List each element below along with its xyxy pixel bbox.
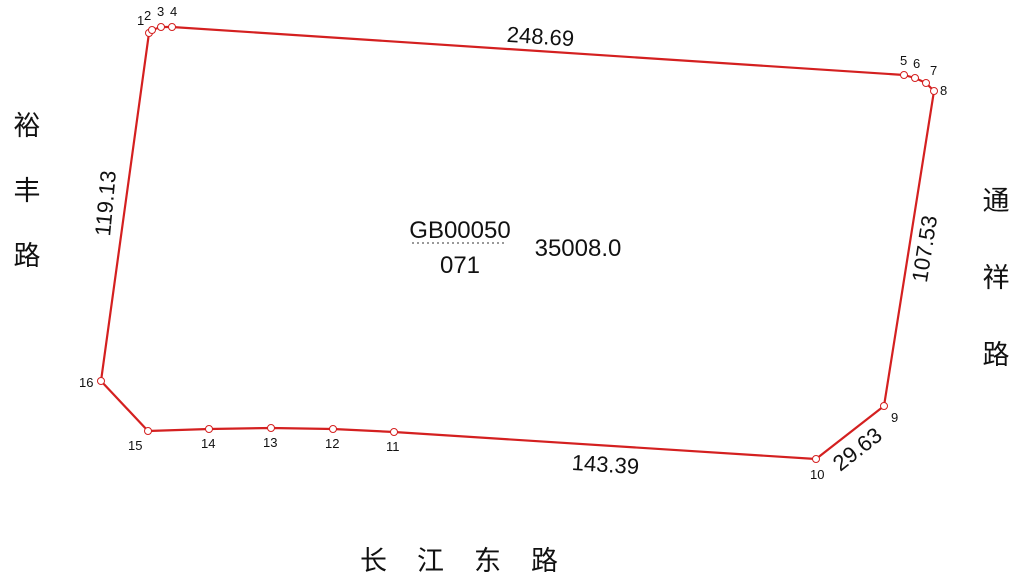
road-label-east: 通 祥 路: [981, 188, 1011, 369]
vertex-label: 15: [128, 438, 142, 453]
vertex-label: 6: [913, 56, 920, 71]
vertex-label: 14: [201, 436, 215, 451]
vertex-marker: [205, 425, 213, 433]
road-label-west: 裕 丰 路: [12, 113, 42, 270]
vertex-marker: [812, 455, 820, 463]
vertex-label: 5: [900, 53, 907, 68]
vertex-label: 2: [144, 8, 151, 23]
road-east-char-2: 祥: [982, 263, 1010, 294]
road-south-char-2: 江: [417, 546, 444, 577]
road-west-char-1: 裕: [13, 111, 41, 142]
edge-length-west: 119.13: [90, 169, 121, 237]
vertex-marker: [930, 87, 938, 95]
vertex-label: 1: [137, 13, 144, 28]
vertex-marker: [922, 79, 930, 87]
vertex-marker: [168, 23, 176, 31]
vertex-label: 13: [263, 435, 277, 450]
road-east-char-1: 通: [982, 186, 1010, 217]
road-east-char-3: 路: [982, 340, 1010, 371]
road-west-char-2: 丰: [13, 176, 41, 207]
vertex-marker: [390, 428, 398, 436]
vertex-marker: [97, 377, 105, 385]
vertex-marker: [157, 23, 165, 31]
vertex-marker: [900, 71, 908, 79]
parcel-id-line1: GB00050: [409, 217, 510, 244]
vertex-label: 7: [930, 63, 937, 78]
edge-length-north: 248.69: [506, 22, 575, 51]
vertex-marker: [267, 424, 275, 432]
parcel-id-line2: 071: [440, 252, 480, 279]
vertex-label: 11: [386, 439, 400, 454]
vertex-label: 12: [325, 436, 339, 451]
vertex-marker: [148, 26, 156, 34]
parcel-area: 35008.0: [535, 235, 622, 262]
road-south-char-3: 东: [474, 546, 501, 577]
road-west-char-3: 路: [13, 241, 41, 272]
vertex-marker: [329, 425, 337, 433]
vertex-marker: [880, 402, 888, 410]
road-south-char-4: 路: [531, 546, 558, 577]
vertex-marker: [144, 427, 152, 435]
vertex-marker: [911, 74, 919, 82]
vertex-label: 16: [79, 375, 93, 390]
road-south-char-1: 长: [360, 546, 387, 577]
vertex-label: 8: [940, 83, 947, 98]
vertex-label: 10: [810, 467, 824, 482]
parcel-boundary: [99, 25, 936, 461]
vertex-label: 4: [170, 4, 177, 19]
edge-length-southeast: 29.63: [828, 422, 887, 476]
road-label-south: 长江东路: [360, 548, 588, 575]
edge-length-south: 143.39: [571, 450, 640, 479]
vertex-label: 9: [891, 410, 898, 425]
vertex-label: 3: [157, 4, 164, 19]
